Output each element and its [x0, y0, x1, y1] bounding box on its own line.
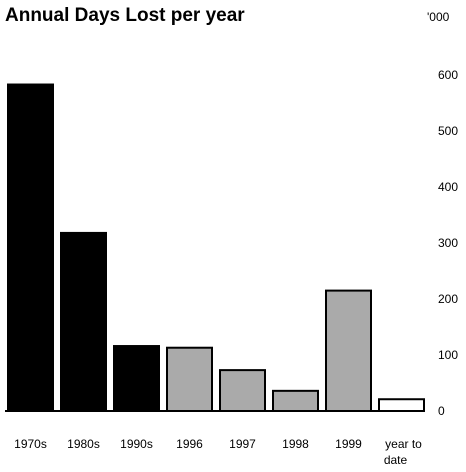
y-tick-label: 300: [438, 236, 458, 250]
bar-year-to-date: [378, 398, 425, 412]
y-tick-label: 600: [438, 68, 458, 82]
y-tick-label: 0: [438, 404, 445, 418]
bar-1997: [219, 369, 266, 412]
y-tick-label: 500: [438, 124, 458, 138]
x-tick-label: 1970s: [14, 437, 47, 451]
bar-1990s: [113, 345, 160, 413]
bar-1999: [325, 289, 372, 413]
x-tick-label: year to date: [384, 437, 422, 467]
bar-1980s: [60, 231, 107, 412]
x-tick-label: 1998: [282, 437, 309, 451]
y-tick-label: 100: [438, 348, 458, 362]
x-tick-label: 1997: [229, 437, 256, 451]
chart-title: Annual Days Lost per year: [5, 5, 245, 26]
y-axis-unit-label: '000: [427, 10, 450, 24]
x-tick-label: 1999: [335, 437, 362, 451]
x-tick-label: 1980s: [67, 437, 100, 451]
bar-1998: [272, 389, 319, 412]
y-tick-label: 200: [438, 292, 458, 306]
bar-1996: [166, 346, 213, 412]
y-tick-label: 400: [438, 180, 458, 194]
x-tick-label: 1996: [176, 437, 203, 451]
x-tick-label: 1990s: [120, 437, 153, 451]
bar-1970s: [7, 83, 54, 413]
